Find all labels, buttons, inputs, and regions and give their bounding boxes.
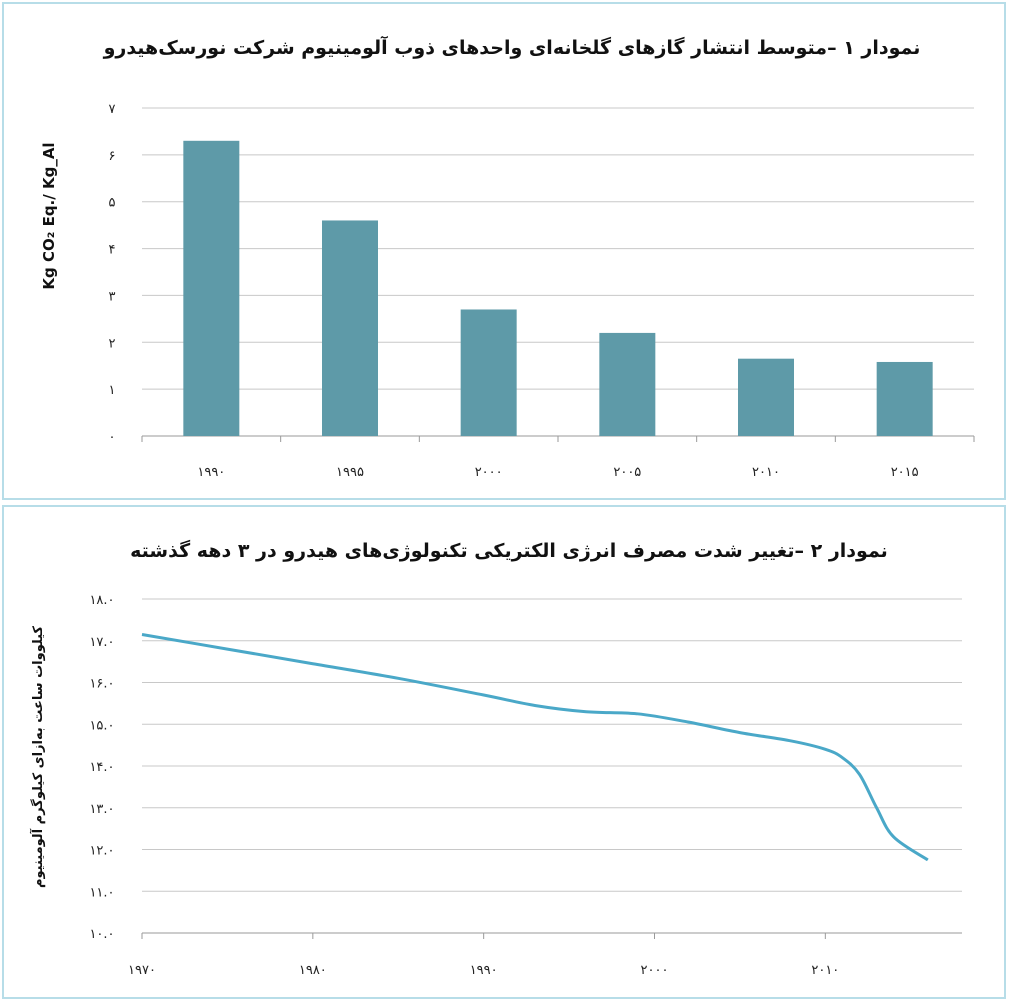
x-tick-label: ۲۰۱۰ (752, 465, 780, 480)
x-tick-label: ۲۰۱۵ (891, 465, 919, 480)
y-tick-label: ۱۱.۰ (89, 885, 114, 900)
y-tick-label: ۱۷.۰ (89, 635, 114, 650)
x-tick-label: ۱۹۷۰ (128, 963, 156, 978)
x-tick-label: ۱۹۹۰ (197, 465, 225, 480)
bar (599, 332, 656, 436)
chart-title: نمودار ۱ –متوسط انتشار گازهای گلخانه‌ای … (103, 35, 921, 59)
y-tick-label: ۲ (109, 336, 116, 351)
y-tick-label: ۱۸.۰ (89, 593, 114, 608)
y-tick-label: ۶ (109, 149, 116, 164)
y-tick-label: ۴ (109, 243, 116, 258)
x-tick-label: ۲۰۰۰ (475, 465, 503, 480)
chart-panel-1: نمودار ۱ –متوسط انتشار گازهای گلخانه‌ای … (2, 2, 1006, 500)
bar (322, 220, 378, 436)
y-tick-label: ۱۳.۰ (89, 802, 114, 817)
chart-panel-2: نمودار ۲ –تغییر شدت مصرف انرژی الکتریکی … (2, 505, 1006, 999)
x-tick-label: ۱۹۹۰ (470, 963, 498, 978)
y-tick-label: ۰ (109, 430, 116, 445)
x-tick-label: ۱۹۹۵ (336, 465, 364, 480)
y-tick-label: ۱۰.۰ (89, 927, 114, 942)
x-tick-label: ۲۰۰۰ (641, 963, 669, 978)
x-tick-label: ۲۰۱۰ (811, 963, 839, 978)
y-tick-label: ۱۶.۰ (89, 677, 114, 692)
y-tick-label: ۷ (109, 102, 116, 117)
series-line (141, 633, 929, 862)
line-chart: نمودار ۲ –تغییر شدت مصرف انرژی الکتریکی … (29, 539, 962, 978)
y-axis-label: Kg CO₂ Eq./ Kg_Al (40, 142, 58, 289)
y-axis-label: کیلووات ساعت به‌ازای کیلوگرم آلومینیوم (29, 626, 46, 888)
x-tick-label: ۱۹۸۰ (299, 963, 327, 978)
bar-chart: نمودار ۱ –متوسط انتشار گازهای گلخانه‌ای … (40, 35, 975, 480)
bar (738, 358, 794, 436)
y-tick-label: ۱۴.۰ (89, 760, 114, 775)
y-tick-label: ۱۵.۰ (89, 718, 114, 733)
bar (876, 361, 933, 436)
y-tick-label: ۱۲.۰ (89, 844, 114, 859)
y-tick-label: ۵ (109, 196, 116, 211)
bar (183, 140, 240, 437)
x-tick-label: ۲۰۰۵ (613, 465, 641, 480)
y-tick-label: ۳ (109, 289, 116, 304)
bar (460, 309, 517, 436)
y-tick-label: ۱ (109, 383, 116, 398)
chart-title: نمودار ۲ –تغییر شدت مصرف انرژی الکتریکی … (130, 539, 888, 562)
